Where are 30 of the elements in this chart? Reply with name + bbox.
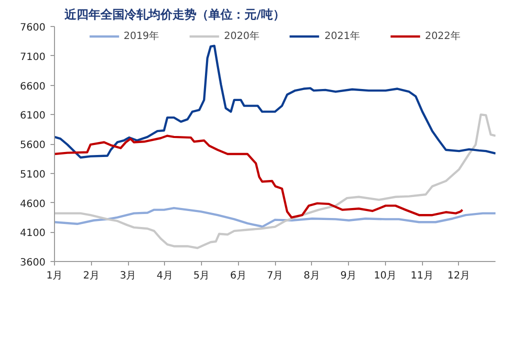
- legend-label: 2020年: [224, 30, 260, 43]
- x-tick-label: 8月: [304, 270, 320, 282]
- chart-title: 近四年全国冷轧均价走势（单位：元/吨）: [64, 8, 285, 22]
- line-series: [54, 206, 496, 228]
- line-series: [54, 114, 496, 250]
- x-tick-label: 1月: [46, 270, 63, 282]
- line-series: [54, 134, 464, 219]
- x-tick-label: 3月: [120, 270, 136, 282]
- y-tick-label: 6600: [20, 81, 46, 92]
- x-tick-label: 7月: [266, 270, 284, 282]
- y-tick-label: 5100: [20, 169, 46, 180]
- x-tick-label: 5月: [193, 270, 210, 282]
- legend-label: 2022年: [424, 30, 460, 43]
- x-tick-label: 2月: [83, 270, 100, 282]
- y-tick-label: 5600: [20, 140, 46, 151]
- legend-label: 2021年: [324, 30, 360, 43]
- x-tick-label: 6月: [230, 270, 246, 282]
- y-tick-label: 4100: [20, 228, 46, 240]
- y-tick-label: 7100: [20, 52, 46, 63]
- x-tick-label: 11月: [410, 270, 434, 282]
- x-tick-label: 4月: [156, 270, 173, 282]
- y-tick-label: 3600: [20, 258, 46, 268]
- y-tick-label: 7600: [20, 22, 46, 34]
- y-tick-label: 6100: [20, 110, 46, 122]
- x-tick-label: 9月: [340, 270, 357, 282]
- x-tick-label: 10月: [374, 270, 397, 282]
- x-tick-label: 12月: [447, 270, 470, 282]
- legend-label: 2019年: [124, 30, 160, 43]
- y-tick-label: 4600: [20, 198, 46, 210]
- line-series: [54, 44, 496, 159]
